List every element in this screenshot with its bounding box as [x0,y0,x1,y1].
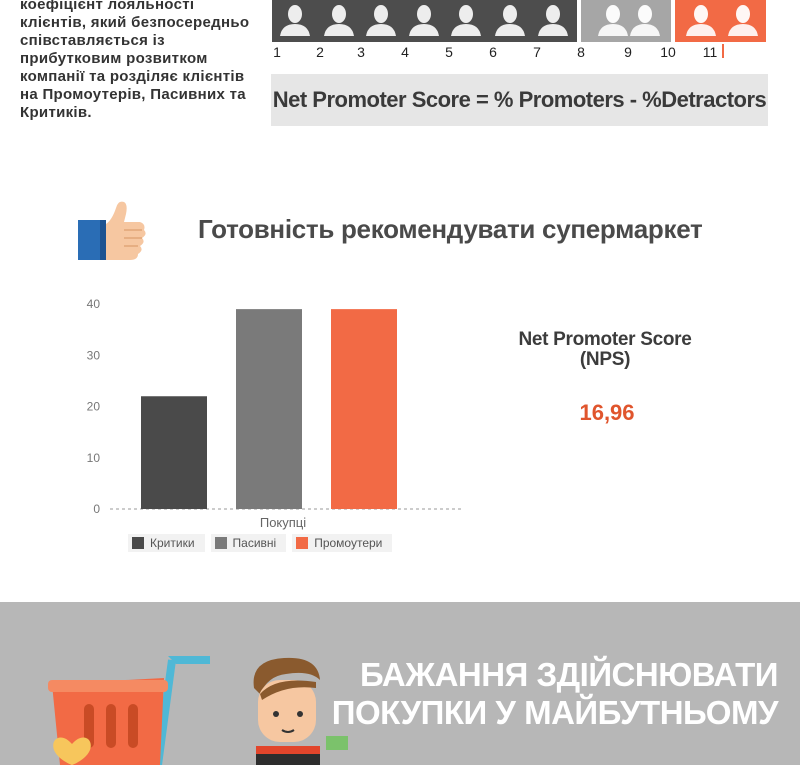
scale-number: 10 [660,44,676,60]
legend-swatch [296,537,309,549]
scale-number: 2 [316,44,324,60]
shopping-basket-icon [48,656,210,765]
y-tick-label: 20 [87,400,101,414]
thumbs-up-icon [78,201,146,260]
person-icon [598,5,628,36]
person-icon [630,5,660,36]
y-tick-label: 30 [87,348,101,362]
scale-number: 1 [273,44,281,60]
legend-swatch [214,537,227,549]
nps-formula-box: Net Promoter Score = % Promoters - %Detr… [271,74,768,126]
legend-item: Критики [128,534,205,552]
y-tick-label: 40 [87,297,101,311]
scale-number: 11 [702,44,718,60]
nps-description: коефіцієнт лояльності клієнтів, який без… [20,0,250,121]
person-icon [728,5,758,36]
bar-3 [331,309,397,509]
future-purchase-section [0,602,800,765]
legend-swatch [132,537,144,549]
nps-value: 16,96 [579,400,635,425]
person-icon [324,5,354,36]
shopper-character-icon [253,657,348,765]
nps-formula: Net Promoter Score = % Promoters - %Detr… [272,87,767,112]
person-icon [451,5,481,36]
section-title: Готовність рекомендувати супермаркет [198,214,703,244]
bar-2 [236,309,302,509]
legend-label: Пасивні [232,536,277,550]
legend-label: Промоутери [314,536,383,550]
person-icon [409,5,439,36]
scale-number: 7 [533,44,541,60]
scale-number: 4 [401,44,409,60]
bar-chart: 0 10 20 30 40 Покупці [87,297,462,530]
scale-number: 3 [357,44,365,60]
legend-item: Промоутери [292,534,393,552]
scale-number: 8 [577,44,585,60]
future-purchase-title: БАЖАННЯ ЗДІЙСНЮВАТИ ПОКУПКИ У МАЙБУТНЬОМ… [331,656,779,731]
bar-1 [141,396,207,509]
x-category-label: Покупці [260,515,306,530]
person-icon [538,5,568,36]
legend-label: Критики [150,536,195,550]
y-tick-label: 10 [87,451,101,465]
scale-number: 6 [489,44,497,60]
scale-number: 5 [445,44,453,60]
person-icon [686,5,716,36]
y-tick-label: 0 [93,502,100,516]
legend-item: Пасивні [210,534,287,552]
chart-legend: Критики Пасивні Промоутери [128,534,393,552]
scale-marker [722,44,724,58]
person-icon [495,5,525,36]
person-icon [366,5,396,36]
person-icon [280,5,310,36]
scale-number: 9 [624,44,632,60]
nps-label: Net Promoter Score (NPS) [518,329,692,370]
